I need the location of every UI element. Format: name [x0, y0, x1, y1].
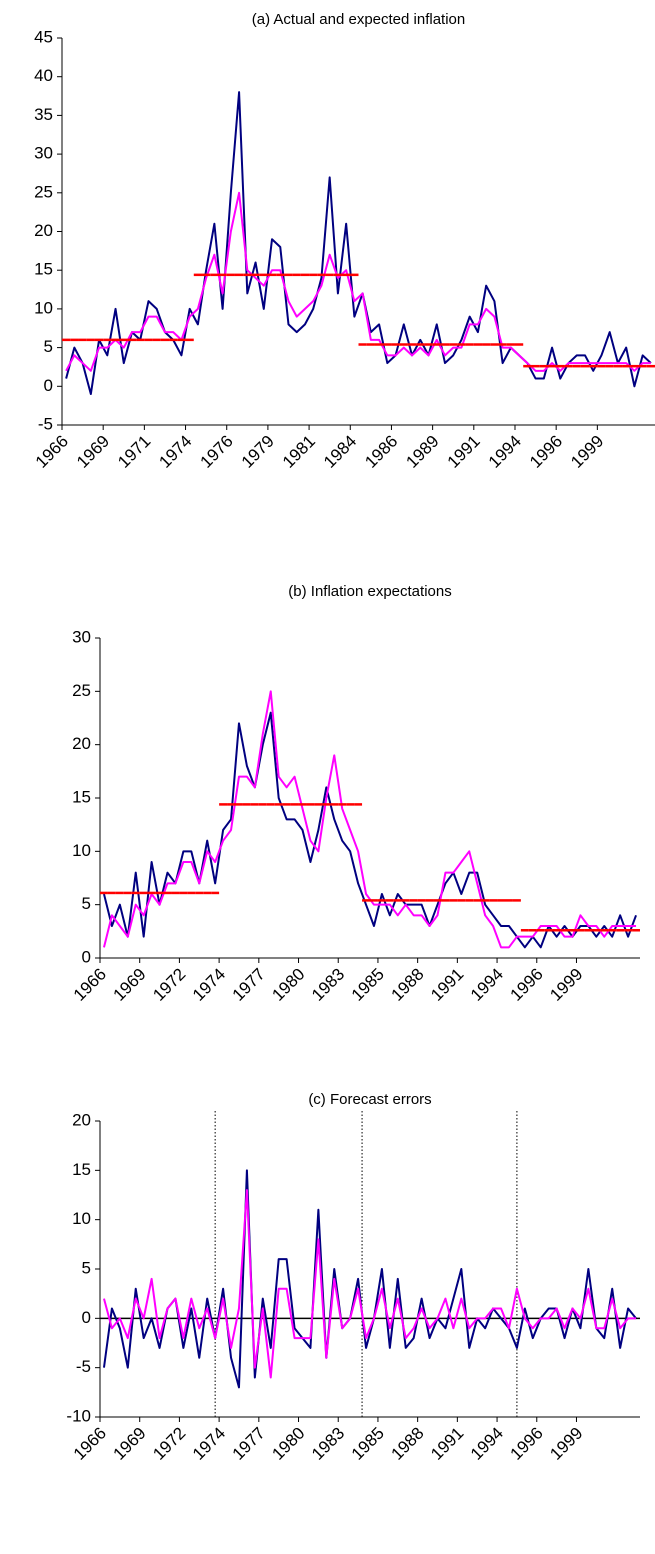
x-tick-label: 1984: [320, 432, 360, 472]
y-tick-label: 25: [34, 182, 53, 201]
x-tick-label: 1969: [110, 965, 150, 1005]
x-tick-label: 1974: [189, 965, 229, 1005]
chart-title: (c) Forecast errors: [308, 1091, 431, 1108]
y-tick-label: 5: [82, 894, 91, 913]
y-tick-label: 5: [44, 337, 53, 356]
series-line: [103, 1189, 637, 1379]
y-tick-label: -5: [76, 1357, 91, 1376]
y-tick-label: 10: [72, 1209, 91, 1228]
y-tick-label: 20: [72, 734, 91, 753]
x-tick-label: 1994: [485, 432, 525, 472]
x-tick-label: 1976: [197, 432, 237, 472]
x-tick-label: 1999: [546, 1424, 586, 1464]
y-tick-label: 0: [82, 1308, 91, 1327]
series-line: [102, 690, 637, 949]
x-tick-label: 1966: [32, 432, 72, 472]
y-tick-label: -5: [38, 414, 53, 433]
x-tick-label: 1966: [70, 965, 110, 1005]
series-line: [102, 1169, 637, 1389]
y-tick-label: 15: [72, 1160, 91, 1179]
y-tick-label: 10: [72, 841, 91, 860]
x-tick-label: 1994: [467, 1424, 507, 1464]
y-tick-label: 10: [34, 298, 53, 317]
x-tick-label: 1986: [361, 432, 401, 472]
x-tick-label: 1996: [526, 432, 566, 472]
x-tick-label: 1983: [308, 965, 348, 1005]
x-tick-label: 1999: [567, 432, 607, 472]
x-tick-label: 1977: [229, 965, 269, 1005]
y-tick-label: 20: [34, 221, 53, 240]
y-tick-label: 15: [34, 260, 53, 279]
x-tick-label: 1980: [268, 965, 308, 1005]
y-tick-label: 30: [34, 144, 53, 163]
x-tick-label: 1991: [427, 1424, 467, 1464]
x-tick-label: 1991: [427, 965, 467, 1005]
x-tick-label: 1985: [348, 1424, 388, 1464]
y-tick-label: 15: [72, 787, 91, 806]
x-tick-label: 1974: [155, 432, 195, 472]
y-tick-label: 0: [82, 947, 91, 966]
y-tick-label: 0: [44, 376, 53, 395]
x-tick-label: 1969: [73, 432, 113, 472]
y-tick-label: 45: [34, 27, 53, 46]
x-tick-label: 1969: [110, 1424, 150, 1464]
chart-title: (a) Actual and expected inflation: [252, 11, 465, 28]
x-tick-label: 1972: [149, 1424, 189, 1464]
x-tick-label: 1994: [467, 965, 507, 1005]
x-tick-label: 1996: [507, 965, 547, 1005]
x-tick-label: 1981: [279, 432, 319, 472]
x-tick-label: 1988: [387, 1424, 427, 1464]
x-tick-label: 1988: [387, 965, 427, 1005]
x-tick-label: 1999: [546, 965, 586, 1005]
y-tick-label: 40: [34, 66, 53, 85]
x-tick-label: 1985: [348, 965, 388, 1005]
y-tick-label: 5: [82, 1258, 91, 1277]
x-tick-label: 1966: [70, 1424, 110, 1464]
x-tick-label: 1974: [189, 1424, 229, 1464]
x-tick-label: 1977: [229, 1424, 269, 1464]
y-tick-label: 25: [72, 681, 91, 700]
y-tick-label: 30: [72, 627, 91, 646]
x-tick-label: 1989: [402, 432, 442, 472]
series-line: [102, 711, 637, 949]
y-tick-label: -10: [66, 1406, 91, 1425]
series-line: [65, 191, 651, 372]
chart-title: (b) Inflation expectations: [288, 583, 451, 600]
y-tick-label: 20: [72, 1110, 91, 1129]
x-tick-label: 1972: [149, 965, 189, 1005]
x-tick-label: 1991: [444, 432, 484, 472]
x-tick-label: 1979: [238, 432, 278, 472]
series-line: [65, 91, 652, 396]
x-tick-label: 1971: [114, 432, 154, 472]
x-tick-label: 1983: [308, 1424, 348, 1464]
x-tick-label: 1980: [268, 1424, 308, 1464]
y-tick-label: 35: [34, 105, 53, 124]
x-tick-label: 1996: [507, 1424, 547, 1464]
